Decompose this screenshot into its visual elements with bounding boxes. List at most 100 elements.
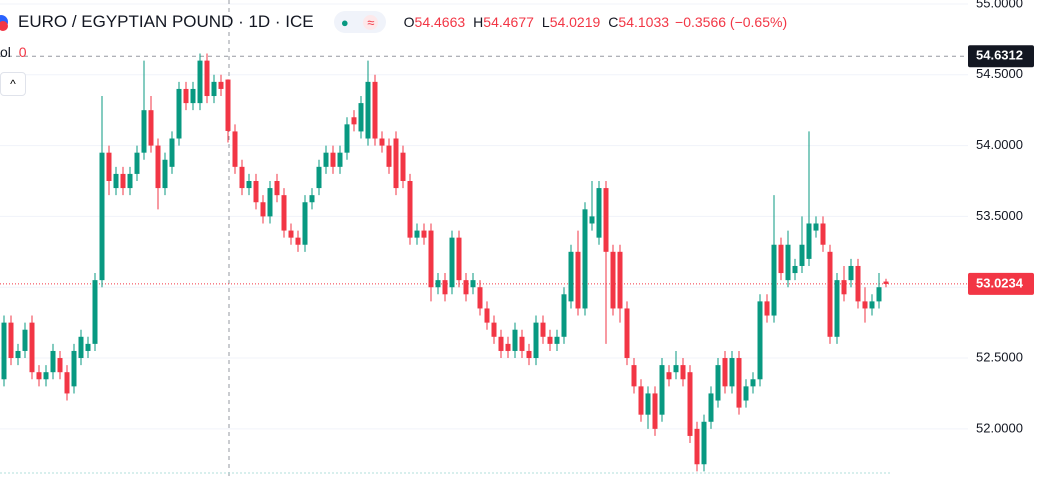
candle-body [358,103,364,132]
candle-body [92,280,98,344]
candle-body [617,251,623,309]
candle-body [141,110,147,153]
candle-body [22,329,28,351]
candle-body [1,322,7,380]
candle-body [638,386,644,415]
candle-body [813,223,819,231]
candle-body [533,322,539,359]
candle-body [106,152,112,181]
ohlc-value: 54.4663 [414,14,466,30]
candle-body [64,372,70,394]
candle-body [274,180,280,196]
candle-body [57,358,63,373]
candle-body [463,280,469,295]
candle-body [876,287,882,302]
candle-body [232,131,238,167]
candle-body [666,372,672,380]
status-badge[interactable]: ● ≈ [333,11,386,33]
candle-body [624,308,630,359]
crosshair-price-tag-bg [968,45,1034,68]
candle-body [309,195,315,203]
candle-body [190,88,196,104]
candle-body [239,166,245,189]
candle-body [841,280,847,295]
candle-body [806,223,812,259]
candle-body [512,329,518,351]
candle-body [428,230,434,288]
candle-body [596,188,602,238]
candle-body [386,145,392,167]
y-tick-label: 54.5000 [976,66,1023,81]
candle-body [540,322,546,337]
candle-body [113,173,119,189]
candle-body [834,280,840,337]
candle-body [603,188,609,252]
candle-body [211,81,217,97]
candle-body [547,336,553,344]
candle-body [260,202,266,217]
candle-body [750,379,756,387]
candle-body [379,138,385,146]
candle-body [764,301,770,316]
candle-body [610,251,616,309]
candle-body [148,110,154,146]
candle-body [855,265,861,302]
candle-body [302,202,308,245]
last-price-tag-bg [968,272,1034,295]
candle-body [848,265,854,281]
candle-body [659,365,665,415]
candle-body [246,180,252,189]
ohlc: O54.4663 H54.4677 L54.0219 C54.1033 [404,14,669,30]
candle-body [225,79,231,131]
candle-body [253,180,259,203]
candle-body [78,336,84,359]
candle-body [176,88,182,139]
candle-body [694,428,700,465]
candle-body [715,365,721,401]
candle-body [680,365,686,380]
ohlc-label: H [473,14,484,30]
candle-body [484,308,490,323]
candle-body [15,350,21,359]
candle-body [155,145,161,189]
candle-body [778,244,784,274]
candle-body [736,358,742,408]
candle-body [785,244,791,281]
candle-body [722,358,728,387]
candle-body [554,336,560,344]
candle-body [407,180,413,238]
candle-body [29,322,35,373]
candle-body [582,209,588,309]
candle-body [568,251,574,302]
candle-body [421,230,427,238]
candle-body [883,281,889,284]
y-tick-label: 52.0000 [976,420,1023,435]
candle-body [652,393,658,429]
candle-body [36,372,42,380]
candle-body [99,152,105,281]
candle-body [477,287,483,309]
candle-body [316,166,322,189]
candle-body [183,88,189,104]
candle-body [456,237,462,281]
collapse-button[interactable]: ^ [0,72,26,96]
ohlc-label: C [608,14,619,30]
candle-body [820,223,826,245]
ohlc-label: L [541,14,550,30]
candle-body [295,237,301,245]
candle-body [757,301,763,380]
y-tick-label: 54.0000 [976,137,1023,152]
candle-body [561,294,567,337]
candle-body [505,343,511,351]
candle-body [372,81,378,139]
candle-body [526,350,532,359]
volume-label: ol [0,44,11,60]
candle-body [498,336,504,351]
candle-body [169,138,175,167]
flag-icon [0,15,8,31]
candle-body [50,350,56,373]
volume-value: 0 [18,44,27,60]
candle-body [204,60,210,97]
candle-body [281,195,287,231]
